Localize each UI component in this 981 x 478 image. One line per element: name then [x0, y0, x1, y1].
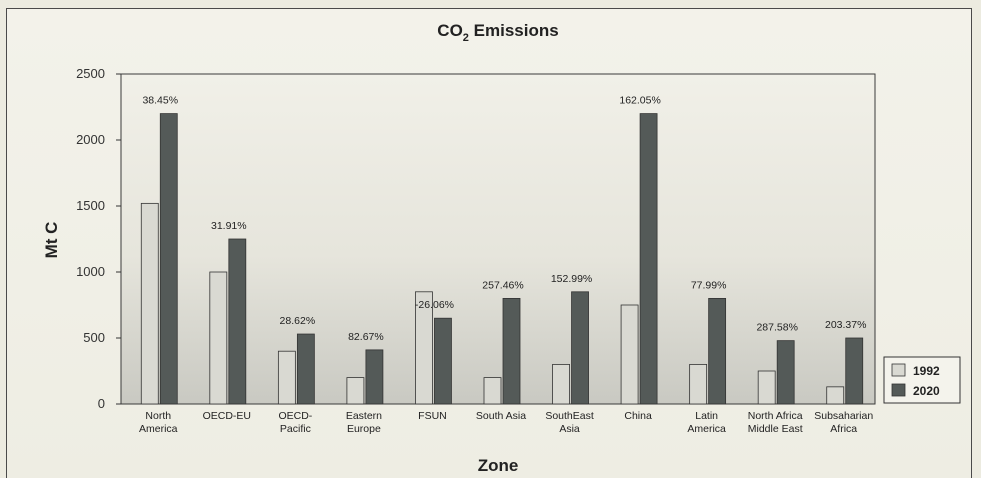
bar-1992 — [277, 350, 296, 405]
category-label: North Africa — [748, 410, 803, 422]
category-label: Middle East — [748, 423, 803, 435]
category-label: FSUN — [418, 410, 447, 422]
data-label: 152.99% — [551, 273, 592, 285]
x-axis-label: Zone — [478, 456, 519, 475]
legend-swatch-1992 — [891, 363, 906, 377]
bar-2020 — [228, 238, 247, 405]
bar-2020 — [502, 297, 521, 405]
y-axis: 0 500 1000 1500 2000 2500 — [76, 66, 121, 411]
bar-2020 — [571, 291, 589, 405]
data-label: 203.37% — [825, 319, 866, 331]
category-label: North — [145, 410, 171, 422]
bar-1992 — [826, 386, 845, 405]
y-tick-label: 2000 — [76, 132, 105, 147]
legend-label-2020: 2020 — [913, 384, 940, 398]
y-tick-label: 1000 — [76, 264, 105, 279]
bar-1992 — [757, 370, 776, 405]
title-rest: Emissions — [469, 21, 559, 40]
category-label: Latin — [695, 410, 718, 422]
data-label: 38.45% — [142, 95, 178, 107]
category-label: Subsaharian — [814, 410, 873, 422]
category-label: OECD- — [278, 410, 312, 422]
bar-1992 — [552, 363, 570, 405]
bar-1992 — [209, 271, 228, 405]
data-label: 257.46% — [482, 279, 523, 291]
category-label: China — [624, 410, 652, 422]
chart-title: CO2 Emissions — [437, 21, 558, 44]
y-tick-label: 500 — [83, 330, 105, 345]
bar-2020 — [708, 297, 727, 405]
bar-1992 — [483, 377, 502, 405]
bar-1992 — [140, 202, 159, 405]
bar-2020 — [776, 340, 795, 405]
category-label: SouthEast — [545, 410, 594, 422]
legend-label-1992: 1992 — [913, 364, 940, 378]
bar-1992 — [689, 363, 708, 405]
bar-1992 — [346, 377, 365, 405]
data-label: 28.62% — [280, 315, 316, 327]
title-main: CO — [437, 21, 463, 40]
y-tick-label: 1500 — [76, 198, 105, 213]
category-label: America — [139, 423, 178, 435]
category-label: America — [687, 423, 726, 435]
data-label: -26.06% — [415, 299, 454, 311]
bar-2020 — [845, 337, 864, 405]
category-label: Africa — [830, 423, 857, 435]
category-label: Europe — [347, 423, 381, 435]
bar-2020 — [365, 349, 384, 405]
y-axis-label: Mt C — [42, 222, 61, 259]
bar-2020 — [434, 317, 452, 405]
bars — [140, 113, 864, 405]
bar-2020 — [639, 113, 658, 405]
bar-1992 — [415, 291, 433, 405]
y-tick-label: 0 — [98, 396, 105, 411]
bar-2020 — [296, 333, 315, 405]
data-label: 31.91% — [211, 220, 247, 232]
category-label: South Asia — [476, 410, 526, 422]
data-label: 82.67% — [348, 331, 384, 343]
svg-text:CO2 Emissions: CO2 Emissions — [437, 21, 558, 44]
data-label: 162.05% — [619, 95, 660, 107]
legend-swatch-2020 — [891, 383, 906, 397]
data-label: 287.58% — [756, 322, 797, 334]
category-label: Asia — [559, 423, 580, 435]
category-label: Pacific — [280, 423, 311, 435]
title-subscript: 2 — [463, 32, 469, 44]
y-tick-label: 2500 — [76, 66, 105, 81]
bar-2020 — [159, 113, 178, 405]
plot-area — [120, 73, 876, 405]
legend: 1992 2020 — [883, 356, 961, 404]
bar-1992 — [620, 304, 639, 405]
data-labels: 38.45% 31.91% 28.62% 82.67% -26.06% 257.46% 15… — [142, 95, 866, 343]
category-label: OECD-EU — [203, 410, 251, 422]
data-label: 77.99% — [691, 279, 727, 291]
category-label: Eastern — [346, 410, 382, 422]
